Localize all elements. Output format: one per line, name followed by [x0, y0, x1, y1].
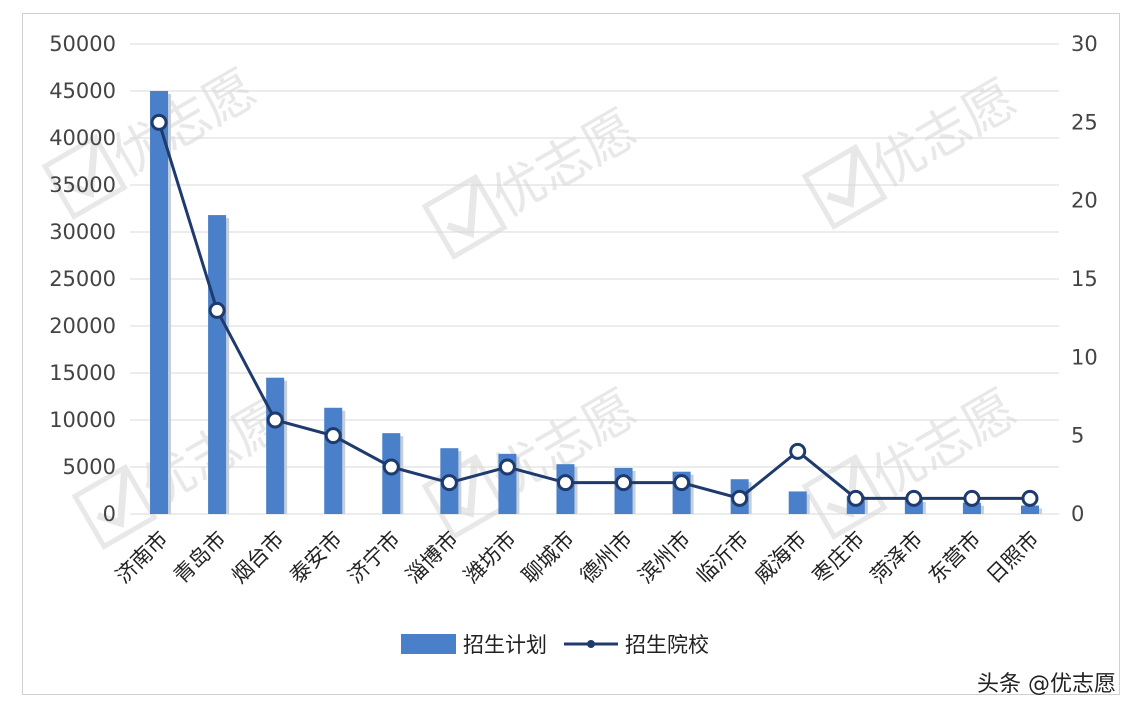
bar — [266, 377, 285, 514]
legend-label: 招生计划 — [463, 633, 547, 657]
y-right-tick-label: 10 — [1071, 345, 1098, 369]
line-point — [266, 411, 284, 429]
x-tick-label: 聊城市 — [517, 527, 579, 589]
x-tick-label: 烟台市 — [227, 527, 289, 589]
line-point — [382, 458, 400, 476]
line-point — [731, 489, 749, 507]
svg-text:优志愿: 优志愿 — [862, 69, 1027, 199]
x-tick-label: 青岛市 — [169, 527, 231, 589]
x-tick-label: 东营市 — [924, 527, 986, 589]
bar — [324, 407, 343, 514]
line-point — [615, 474, 633, 492]
x-tick-label: 淄博市 — [401, 527, 463, 589]
y-right-tick-label: 25 — [1071, 110, 1098, 134]
y-right-tick-label: 15 — [1071, 267, 1098, 291]
x-tick-label: 济宁市 — [343, 527, 405, 589]
line-series — [157, 121, 1030, 500]
line-point — [208, 301, 226, 319]
bar — [208, 215, 227, 514]
svg-text:优志愿: 优志愿 — [102, 59, 267, 189]
chart: 优志愿优志愿优志愿优志愿优志愿优志愿0500010000150002000025… — [41, 32, 1098, 657]
y-left-tick-label: 40000 — [49, 126, 116, 150]
x-tick-label: 临沂市 — [692, 527, 754, 589]
line-point — [789, 442, 807, 460]
line-point — [324, 427, 342, 445]
y-left-tick-label: 0 — [103, 502, 116, 526]
y-left-tick-label: 25000 — [49, 267, 116, 291]
bar — [962, 502, 981, 514]
line-point — [556, 474, 574, 492]
line-point — [905, 489, 923, 507]
svg-text:优志愿: 优志愿 — [482, 99, 647, 229]
y-left-tick-label: 50000 — [49, 32, 116, 56]
y-right-tick-label: 5 — [1071, 424, 1084, 448]
y-left-tick-label: 30000 — [49, 220, 116, 244]
legend-label: 招生院校 — [625, 633, 709, 657]
x-tick-label: 潍坊市 — [459, 527, 521, 589]
line-point — [150, 113, 168, 131]
legend-swatch-bar — [401, 634, 456, 654]
bar — [150, 91, 169, 514]
x-tick-label: 德州市 — [576, 527, 638, 589]
watermark-logo: 优志愿 — [421, 99, 647, 260]
y-right-tick-label: 30 — [1071, 32, 1098, 56]
x-tick-label: 泰安市 — [285, 527, 347, 589]
y-right-tick-label: 20 — [1071, 189, 1098, 213]
line-point — [498, 458, 516, 476]
x-tick-label: 日照市 — [982, 527, 1044, 589]
chart-frame: 优志愿优志愿优志愿优志愿优志愿优志愿0500010000150002000025… — [22, 13, 1120, 695]
y-left-tick-label: 45000 — [49, 79, 116, 103]
y-left-tick-label: 10000 — [49, 408, 116, 432]
line-point — [673, 474, 691, 492]
y-left-tick-label: 35000 — [49, 173, 116, 197]
bar — [788, 491, 807, 514]
watermark-logo: 优志愿 — [801, 379, 1027, 540]
x-tick-label: 菏泽市 — [866, 527, 928, 589]
line-point — [963, 489, 981, 507]
svg-text:优志愿: 优志愿 — [862, 379, 1027, 509]
x-tick-label: 威海市 — [750, 527, 812, 589]
footer-credit: 头条 @优志愿 — [977, 672, 1116, 697]
line-point — [1021, 489, 1039, 507]
x-tick-label: 滨州市 — [634, 527, 696, 589]
y-left-tick-label: 5000 — [63, 455, 116, 479]
y-left-tick-label: 15000 — [49, 361, 116, 385]
line-point — [440, 474, 458, 492]
y-right-tick-label: 0 — [1071, 502, 1084, 526]
y-left-tick-label: 20000 — [49, 314, 116, 338]
bar — [1020, 505, 1039, 514]
legend-swatch-marker — [587, 640, 595, 648]
line-point — [847, 489, 865, 507]
